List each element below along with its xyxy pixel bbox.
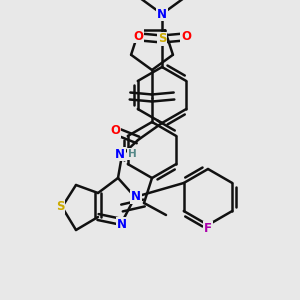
Text: O: O xyxy=(110,124,120,137)
Text: F: F xyxy=(204,221,212,235)
Text: H: H xyxy=(128,149,136,159)
Text: N: N xyxy=(115,148,125,160)
Text: N: N xyxy=(131,190,141,203)
Text: O: O xyxy=(133,29,143,43)
Text: O: O xyxy=(181,29,191,43)
Text: N: N xyxy=(157,8,167,20)
Text: S: S xyxy=(56,200,64,214)
Text: N: N xyxy=(117,218,127,230)
Text: S: S xyxy=(158,32,166,46)
